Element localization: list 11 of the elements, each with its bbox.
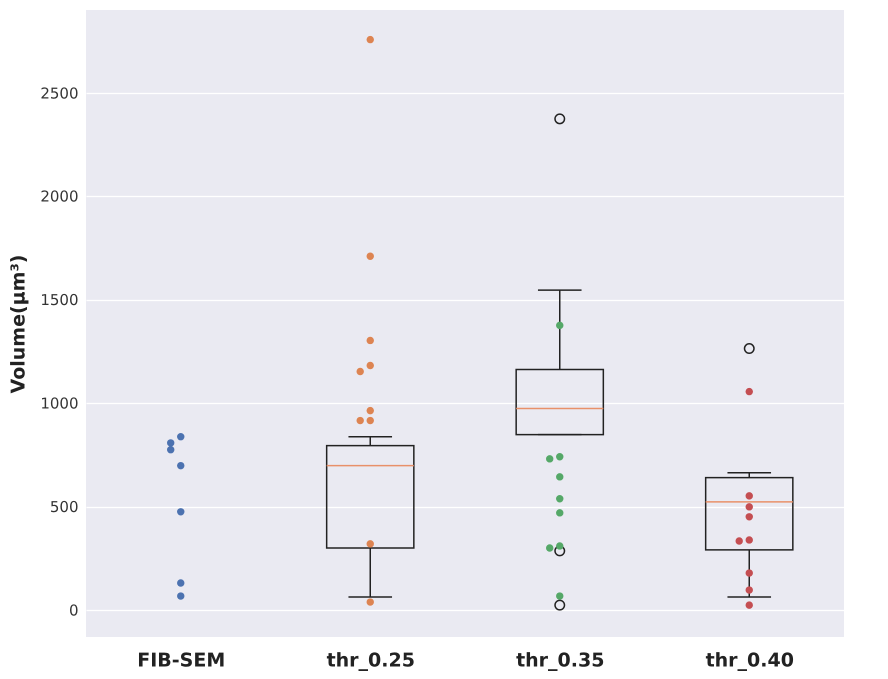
y-tick-label: 2500 bbox=[40, 84, 78, 102]
x-tick-label: thr_0.35 bbox=[516, 650, 604, 672]
x-tick-label: FIB-SEM bbox=[137, 650, 226, 672]
x-tick-label: thr_0.40 bbox=[706, 650, 794, 672]
y-tick-label: 1500 bbox=[40, 291, 78, 310]
y-axis-title: Volume(μm³) bbox=[7, 254, 30, 394]
y-tick-label: 2000 bbox=[40, 188, 78, 206]
y-tick-label: 1000 bbox=[40, 394, 78, 413]
y-tick-label: 0 bbox=[68, 602, 78, 620]
x-tick-label: thr_0.25 bbox=[326, 650, 415, 672]
y-tick-label: 500 bbox=[50, 498, 78, 516]
